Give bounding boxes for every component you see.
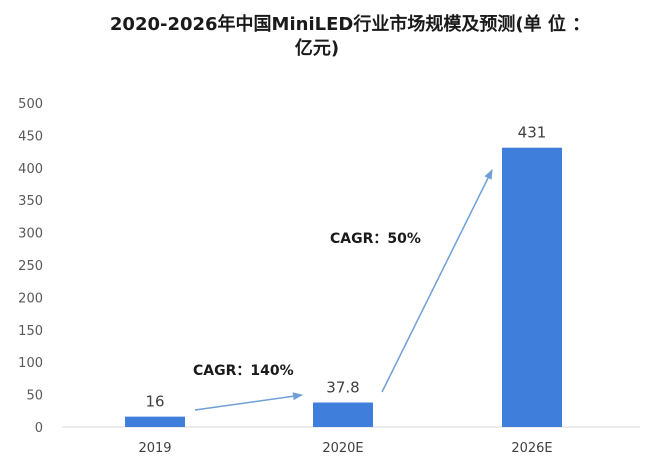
cagr-label-2: CAGR：50%: [330, 231, 421, 247]
y-tick-label: 250: [18, 259, 43, 274]
cagr-arrow-2: [381, 169, 493, 393]
cagr-arrow-1: [194, 392, 303, 411]
chart-title-line-2: 亿元): [295, 37, 339, 59]
data-label-2019: 16: [145, 393, 164, 411]
y-tick-label: 450: [18, 129, 43, 144]
bar-2020E: [313, 402, 373, 427]
y-axis: 0 50 100 150 200 250 300 350 400 450 500: [18, 97, 43, 436]
data-label-2020E: 37.8: [326, 379, 359, 397]
category-label-2019: 2019: [138, 441, 171, 456]
cagr-annotations: CAGR：140% CAGR：50%: [193, 169, 493, 411]
y-tick-label: 100: [18, 356, 43, 371]
y-tick-label: 500: [18, 97, 43, 112]
y-tick-label: 300: [18, 227, 43, 242]
bar-2026E: [502, 147, 562, 427]
bars-group: [125, 147, 562, 427]
data-label-2026E: 431: [518, 124, 547, 142]
bar-2019: [125, 416, 185, 427]
category-label-2026E: 2026E: [511, 441, 552, 456]
category-label-2020E: 2020E: [322, 441, 363, 456]
cagr-label-1: CAGR：140%: [193, 363, 294, 379]
y-tick-label: 150: [18, 324, 43, 339]
data-labels-group: 16 37.8 431: [145, 124, 546, 411]
x-axis-categories: 2019 2020E 2026E: [138, 441, 552, 456]
y-tick-label: 400: [18, 162, 43, 177]
y-tick-label: 50: [26, 389, 43, 404]
y-tick-label: 200: [18, 291, 43, 306]
y-tick-label: 350: [18, 194, 43, 209]
y-tick-label: 0: [35, 421, 43, 436]
chart-title-line-1: 2020-2026年中国MiniLED行业市场规模及预测(单 位 ：: [110, 13, 590, 35]
